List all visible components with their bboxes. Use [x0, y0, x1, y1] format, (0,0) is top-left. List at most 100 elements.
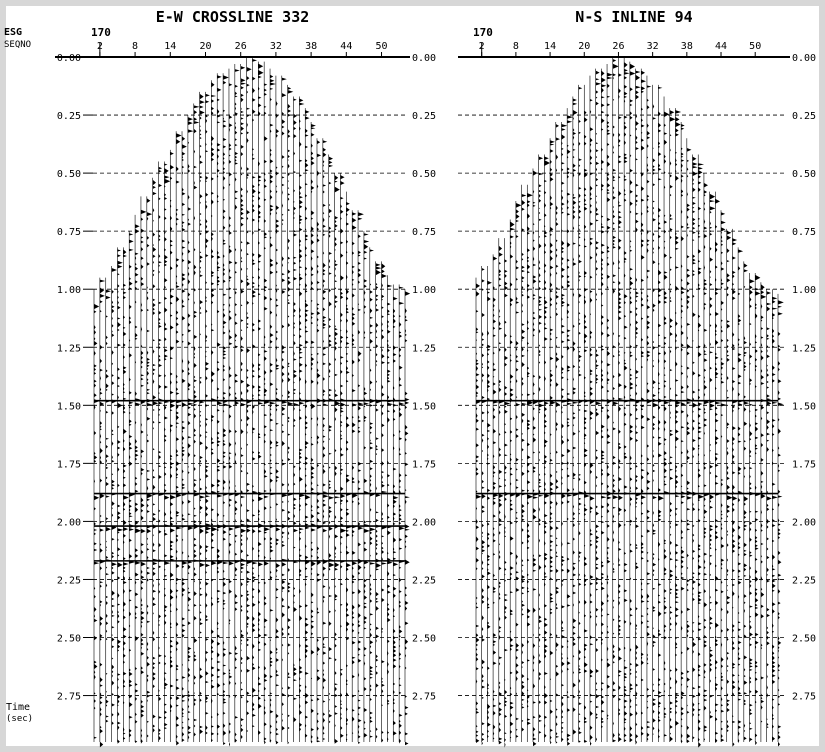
trace-wiggle-fill [504, 259, 511, 748]
traces [475, 57, 784, 748]
y-tick-label-right: 2.75 [792, 692, 816, 703]
trace-wiggle-fill [641, 70, 646, 736]
trace-wiggle-fill [778, 300, 784, 747]
trace-wiggle-fill [567, 115, 574, 746]
y-tick-label-right: 0.25 [792, 111, 816, 122]
trace-wiggle-fill [270, 74, 276, 743]
trace-wiggle-fill [246, 67, 253, 733]
trace-wiggle-fill [538, 156, 544, 734]
y-tick-label-right: 1.25 [412, 343, 436, 354]
first-trace-header: 170 [473, 26, 493, 39]
trace-wiggle-fill [664, 111, 670, 737]
y-tick-label-right: 0.50 [412, 169, 436, 180]
trace-wiggle-fill [743, 263, 750, 741]
time-axis-label: Time [6, 702, 31, 713]
trace-wiggle-fill [709, 193, 716, 719]
x-tick-label: 50 [749, 41, 761, 52]
trace-wiggle-fill [669, 110, 676, 742]
trace-wiggle-fill [393, 296, 399, 736]
trace-wiggle-fill [681, 124, 686, 744]
trace-wiggle-fill [652, 103, 659, 736]
panel-1: E-W CROSSLINE 33217028142026323844500.00… [55, 8, 436, 748]
y-tick-label-left: 2.25 [57, 575, 81, 586]
trace-wiggle-fill [158, 166, 165, 741]
trace-wiggle-fill [510, 221, 516, 739]
trace-wiggle-fill [205, 93, 212, 735]
trace-wiggle-fill [387, 284, 394, 741]
y-tick-label-left: 1.25 [57, 343, 81, 354]
trace-wiggle-fill [258, 63, 264, 736]
trace-wiggle-fill [698, 163, 705, 748]
trace-wiggle-fill [481, 268, 487, 746]
x-tick-label: 8 [132, 41, 138, 52]
trace-wiggle-fill [363, 233, 370, 738]
trace-wiggle-fill [675, 110, 682, 726]
trace-wiggle-fill [601, 70, 607, 729]
trace-wiggle-fill [176, 133, 183, 746]
y-tick-label-right: 2.50 [792, 634, 816, 645]
trace-wiggle-fill [211, 82, 218, 742]
trace-wiggle-fill [772, 296, 778, 741]
trace-wiggle-fill [311, 124, 316, 744]
trace-wiggle-fill [618, 73, 624, 742]
trace-wiggle-fill [264, 83, 271, 745]
trace-wiggle-fill [217, 75, 224, 736]
trace-wiggle-fill [234, 69, 241, 743]
y-tick-label-right: 1.75 [792, 459, 816, 470]
trace-wiggle-fill [187, 117, 194, 740]
y-tick-label-right: 1.50 [412, 401, 436, 412]
traces [93, 57, 411, 748]
trace-wiggle-fill [629, 63, 636, 743]
trace-wiggle-fill [527, 193, 534, 726]
x-tick-label: 44 [715, 41, 727, 52]
y-tick-label-left: 0.50 [57, 169, 81, 180]
trace-wiggle-fill [487, 280, 492, 739]
trace-wiggle-fill [738, 249, 744, 744]
trace-wiggle-fill [240, 66, 247, 740]
trace-wiggle-fill [515, 203, 522, 738]
y-tick-label-right: 0.00 [412, 53, 436, 64]
trace-wiggle-fill [129, 233, 136, 738]
trace-wiggle-fill [164, 163, 171, 730]
x-tick-label: 26 [235, 41, 247, 52]
y-tick-label-right: 2.00 [792, 517, 816, 528]
y-tick-label-left: 1.75 [57, 459, 81, 470]
trace-wiggle-fill [193, 105, 200, 737]
trace-wiggle-fill [544, 156, 550, 738]
y-tick-label-right: 2.50 [412, 634, 436, 645]
trace-wiggle-fill [521, 194, 528, 732]
trace-wiggle-fill [317, 140, 323, 743]
x-tick-label: 32 [647, 41, 659, 52]
y-tick-label-left: 2.50 [57, 634, 81, 645]
y-tick-label-right: 0.75 [792, 227, 816, 238]
y-tick-label-right: 2.00 [412, 517, 436, 528]
trace-wiggle-fill [305, 110, 312, 738]
first-trace-header: 170 [91, 26, 111, 39]
x-tick-label: 20 [578, 41, 590, 52]
y-tick-label-left: 0.00 [57, 53, 81, 64]
y-tick-label-right: 1.00 [412, 285, 436, 296]
trace-wiggle-fill [493, 256, 499, 740]
trace-wiggle-fill [721, 212, 727, 742]
trace-wiggle-fill [760, 284, 767, 723]
trace-wiggle-fill [287, 86, 294, 745]
trace-wiggle-fill [755, 274, 761, 746]
trace-wiggle-fill [715, 198, 721, 744]
panel-2: N-S INLINE 9417028142026323844500.000.25… [458, 8, 816, 748]
x-tick-label: 38 [681, 41, 693, 52]
trace-wiggle-fill [140, 209, 147, 744]
y-tick-label-right: 1.25 [792, 343, 816, 354]
trace-wiggle-fill [252, 59, 259, 728]
trace-wiggle-fill [584, 110, 591, 743]
y-tick-label-right: 0.00 [792, 53, 816, 64]
trace-wiggle-fill [352, 212, 358, 735]
trace-wiggle-fill [550, 140, 556, 745]
trace-wiggle-fill [229, 83, 235, 747]
trace-wiggle-fill [111, 268, 117, 726]
seqno-label: SEQNO [4, 40, 32, 50]
x-tick-label: 32 [270, 41, 282, 52]
trace-wiggle-fill [334, 175, 341, 744]
y-tick-label-left: 0.25 [57, 111, 81, 122]
trace-wiggle-fill [223, 75, 229, 746]
trace-wiggle-fill [766, 291, 772, 729]
